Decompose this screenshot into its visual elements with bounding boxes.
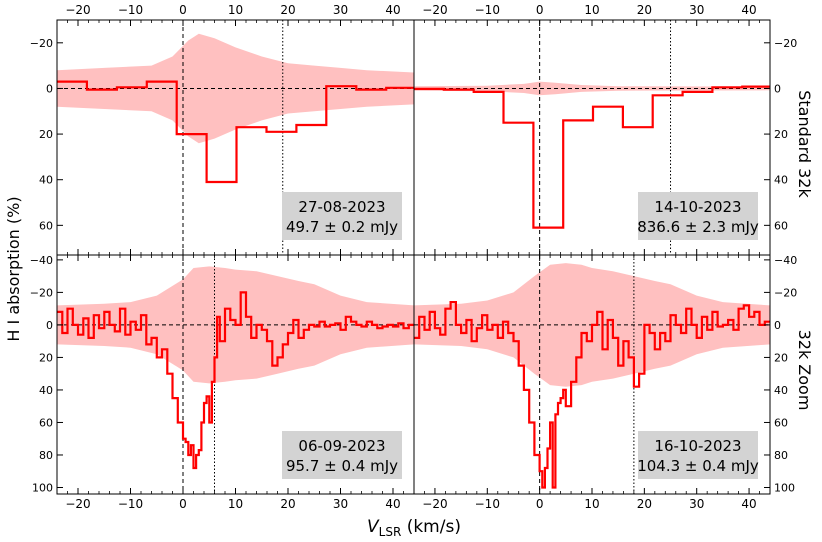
x-tick-label-top: 10 [584,3,599,17]
plot-area [414,255,770,494]
x-tick-label-top: −20 [65,3,90,17]
annotation-flux: 836.6 ± 2.3 mJy [637,218,759,236]
x-tick-label: −20 [65,497,90,511]
series-line [57,80,414,184]
y-tick-label: 60 [774,219,788,232]
x-tick-label: 30 [333,497,348,511]
x-tick-label-top: −10 [475,3,500,17]
y-tick-label: 40 [774,174,788,187]
row-label-bottom: 32k Zoom [795,330,814,411]
plot-area [57,255,414,494]
xlabel-sub: LSR [379,525,402,539]
panel-bottom-right: −20 −10 0 10 20 30 40 −40 −20 0 20 40 60 80 100 16-10-2… [413,254,797,511]
y-tick-label: 20 [774,128,788,141]
y-tick-label: 40 [39,174,53,187]
panel-bottom-left: −20 −10 0 10 20 30 40 −40 −20 0 20 40 60 80 100 06-09-2… [30,254,415,511]
plot-area [57,20,414,255]
x-tick-label-top: 20 [637,3,652,17]
panels: −20 −10 0 10 20 30 40 −20 0 20 40 60 27-08-2023 49.7 … [30,3,797,511]
annotation-flux: 49.7 ± 0.2 mJy [286,218,398,236]
x-tick-label: 40 [741,497,756,511]
annotation-box [282,431,402,479]
y-tick-label: 60 [39,219,53,232]
y-tick-label: −20 [774,286,797,299]
x-tick-label: −10 [118,497,143,511]
x-tick-label: 0 [179,497,187,511]
y-tick-label: 40 [774,384,788,397]
series-line [57,291,414,470]
y-tick-label: 0 [774,319,781,332]
annotation-date: 16-10-2023 [654,437,741,455]
y-tick-label: 100 [32,481,53,494]
x-tick-label-top: 30 [689,3,704,17]
y-tick-label: 80 [39,449,53,462]
panel-top-right: −20 −10 0 10 20 30 40 −20 0 20 40 60 14-10-2023 836.6… [413,3,797,256]
annotation-box [638,431,758,479]
y-tick-label: 60 [774,416,788,429]
x-tick-label-top: 10 [228,3,243,17]
x-tick-label-top: −20 [422,3,447,17]
annotation-flux: 95.7 ± 0.4 mJy [286,457,398,475]
row-label-top: Standard 32k [795,90,814,198]
y-tick-label: 20 [39,128,53,141]
y-tick-label: 60 [39,416,53,429]
xlabel-unit: (km/s) [401,517,461,537]
y-tick-label: −40 [774,254,797,267]
panel-top-left: −20 −10 0 10 20 30 40 −20 0 20 40 60 27-08-2023 49.7 … [30,3,415,256]
y-tick-label: 100 [774,481,795,494]
y-tick-label: 40 [39,384,53,397]
x-tick-label: 40 [385,497,400,511]
x-tick-label: 0 [536,497,544,511]
series-line [414,85,770,229]
y-tick-label: 0 [46,82,53,95]
x-tick-label-top: 40 [385,3,400,17]
plot-area [414,20,770,255]
x-tick-label: 20 [280,497,295,511]
x-tick-label-top: −10 [118,3,143,17]
annotation-box [282,192,402,240]
series-line [414,301,770,489]
x-tick-label-top: 40 [741,3,756,17]
x-tick-label: 20 [637,497,652,511]
y-tick-label: 20 [39,351,53,364]
x-tick-label: 10 [584,497,599,511]
annotation-flux: 104.3 ± 0.4 mJy [637,457,759,475]
y-tick-label: 20 [774,351,788,364]
annotation-date: 14-10-2023 [654,198,741,216]
annotation-date: 27-08-2023 [298,198,385,216]
x-tick-label-top: 0 [179,3,187,17]
x-tick-label: −20 [422,497,447,511]
y-tick-label: 80 [774,449,788,462]
x-tick-label: 10 [228,497,243,511]
y-tick-label: −20 [30,286,53,299]
y-tick-label: −40 [30,254,53,267]
x-tick-label: −10 [475,497,500,511]
y-tick-label: −20 [774,37,797,50]
x-tick-label-top: 30 [333,3,348,17]
x-tick-label-top: 20 [280,3,295,17]
ylabel: H I absorption (%) [4,196,23,341]
x-tick-label: 30 [689,497,704,511]
x-tick-label-top: 0 [536,3,544,17]
xlabel-main: V [367,517,380,537]
y-tick-label: 0 [46,319,53,332]
y-tick-label: −20 [30,37,53,50]
xlabel: VLSR (km/s) [367,517,461,539]
y-tick-label: 0 [774,82,781,95]
annotation-box [638,192,758,240]
annotation-date: 06-09-2023 [298,437,385,455]
